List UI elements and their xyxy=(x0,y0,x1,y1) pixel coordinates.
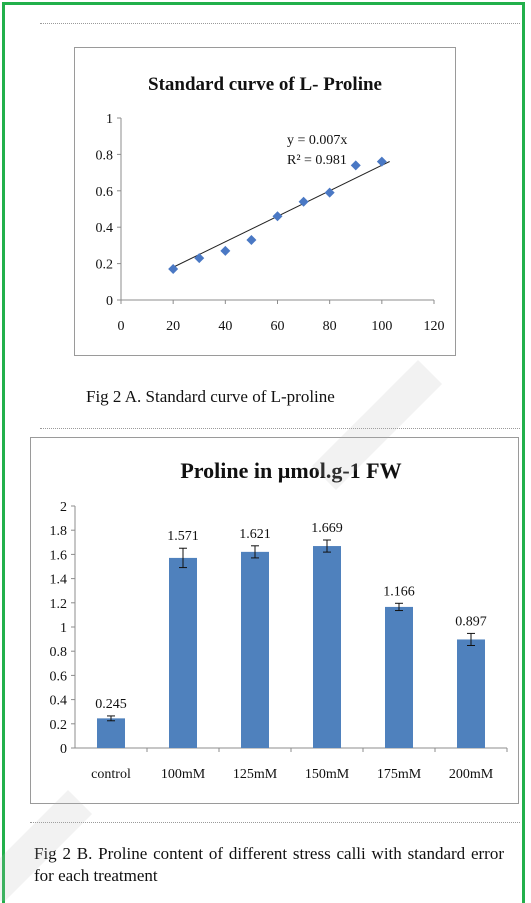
data-point xyxy=(272,211,283,222)
y-tick-label: 0.8 xyxy=(96,148,114,163)
y-tick-label: 2 xyxy=(60,500,67,515)
x-tick-label: 20 xyxy=(166,319,180,334)
data-point xyxy=(324,187,335,198)
x-tick-label: control xyxy=(91,767,131,782)
y-tick-label: 0.2 xyxy=(50,718,68,733)
bar xyxy=(313,546,341,748)
y-tick-label: 1.8 xyxy=(50,524,68,539)
figure-b-caption: Fig 2 B. Proline content of different st… xyxy=(34,844,504,885)
bar xyxy=(97,718,125,748)
figure-a-caption: Fig 2 A. Standard curve of L-proline xyxy=(86,387,335,406)
bar xyxy=(241,551,269,748)
x-tick-label: 120 xyxy=(424,319,445,334)
trendline-equation: y = 0.007x xyxy=(287,133,347,148)
data-point xyxy=(298,196,309,207)
x-tick-label: 200mM xyxy=(449,767,494,782)
data-point xyxy=(246,234,257,245)
top-divider xyxy=(40,23,520,24)
x-tick-label: 150mM xyxy=(305,767,350,782)
trendline-r2: R² = 0.981 xyxy=(287,153,347,168)
y-tick-label: 1.2 xyxy=(50,597,68,612)
data-label: 0.245 xyxy=(95,697,127,712)
y-tick-label: 1 xyxy=(60,621,67,636)
bottom-divider xyxy=(30,822,520,823)
bar xyxy=(385,606,413,748)
data-label: 1.621 xyxy=(239,527,271,542)
middle-divider xyxy=(40,428,520,429)
x-tick-label: 40 xyxy=(218,319,232,334)
data-label: 1.571 xyxy=(167,529,199,544)
data-label: 0.897 xyxy=(455,614,487,629)
y-tick-label: 1 xyxy=(106,112,113,127)
y-tick-label: 0 xyxy=(106,294,113,309)
x-tick-label: 100mM xyxy=(161,767,206,782)
data-point xyxy=(168,264,179,275)
x-tick-label: 125mM xyxy=(233,767,278,782)
y-tick-label: 0.4 xyxy=(50,694,68,709)
y-tick-label: 0 xyxy=(60,742,67,757)
y-tick-label: 0.6 xyxy=(50,669,68,684)
x-tick-label: 60 xyxy=(271,319,285,334)
data-point xyxy=(350,160,361,171)
x-tick-label: 175mM xyxy=(377,767,422,782)
y-tick-label: 1.4 xyxy=(50,573,68,588)
standard-curve-svg: Standard curve of L- Proline 0 0.2 0.4 0.6 0.… xyxy=(96,74,445,334)
x-tick-label: 100 xyxy=(371,319,392,334)
x-tick-label: 0 xyxy=(118,319,125,334)
y-tick-label: 0.4 xyxy=(96,221,114,236)
standard-curve-chart: Standard curve of L- Proline 0 0.2 0.4 0.6 0.… xyxy=(74,47,456,356)
chart-title: Standard curve of L- Proline xyxy=(148,74,382,95)
y-tick-label: 0.2 xyxy=(96,258,114,273)
data-point xyxy=(194,253,205,264)
proline-bar-svg: Proline in µmol.g-1 FW 0 0.2 0.4 0.6 0.8 1 1.2 1… xyxy=(50,458,508,782)
y-tick-label: 1.6 xyxy=(50,548,68,563)
x-tick-label: 80 xyxy=(323,319,337,334)
trendline xyxy=(172,161,390,268)
y-tick-label: 0.6 xyxy=(96,185,114,200)
data-label: 1.166 xyxy=(383,584,415,599)
proline-bar-chart: Proline in µmol.g-1 FW 0 0.2 0.4 0.6 0.8 1 1.2 1… xyxy=(30,437,519,804)
y-tick-label: 0.8 xyxy=(50,645,68,660)
data-label: 1.669 xyxy=(311,521,343,536)
data-point xyxy=(220,245,231,256)
data-point xyxy=(376,156,387,167)
bar xyxy=(457,639,485,748)
chart-title: Proline in µmol.g-1 FW xyxy=(180,458,401,483)
bar xyxy=(169,557,197,748)
